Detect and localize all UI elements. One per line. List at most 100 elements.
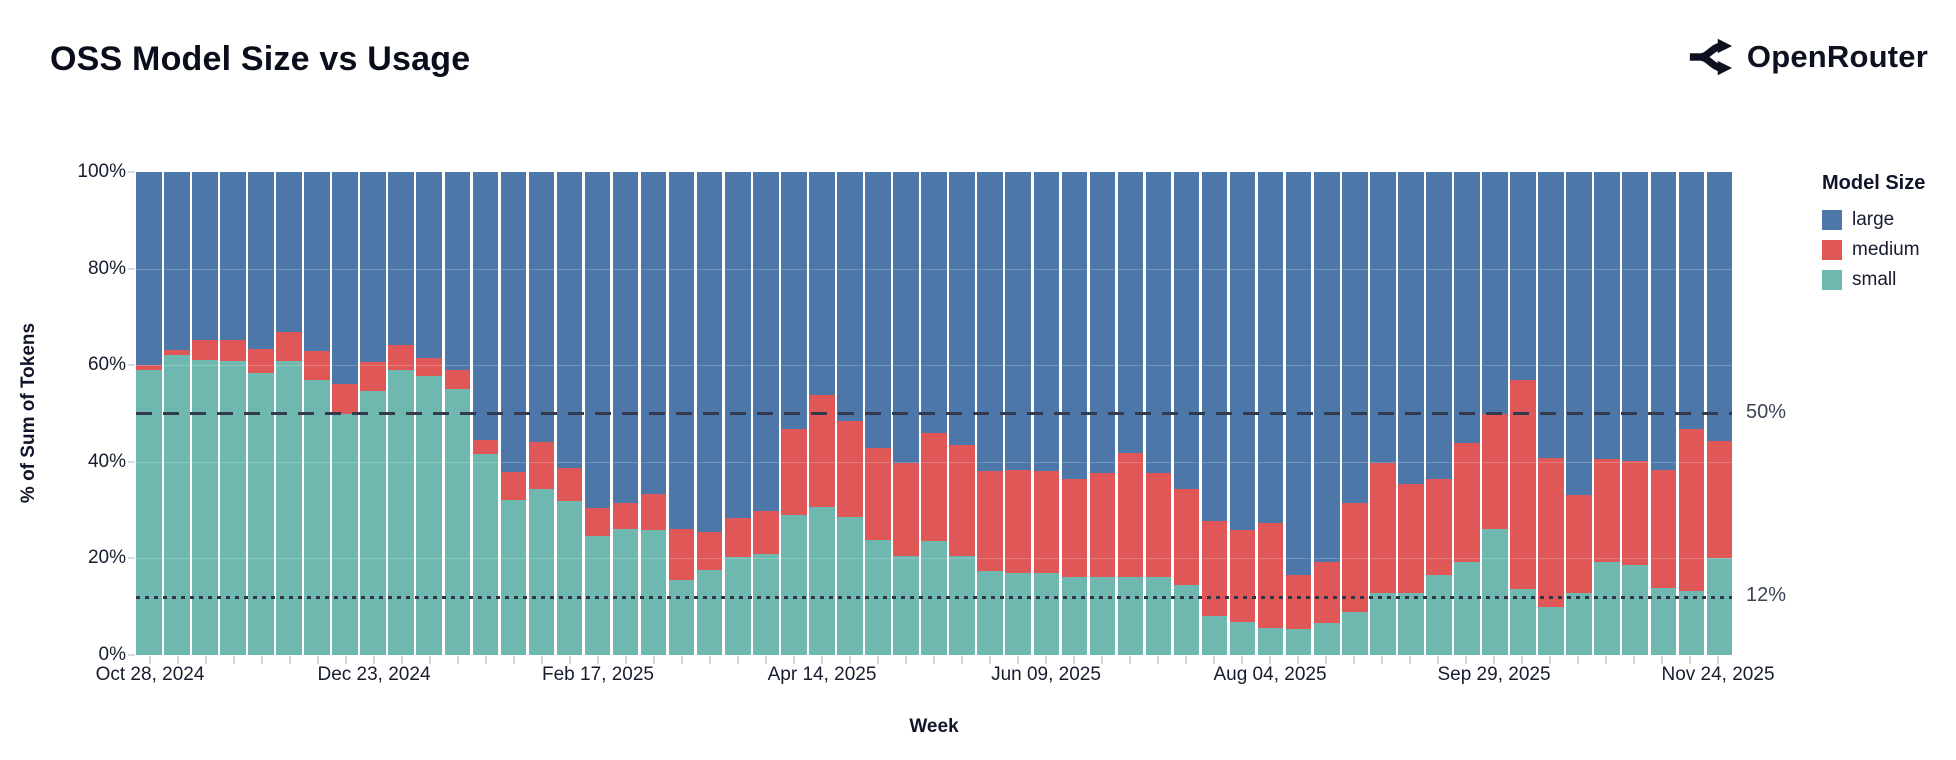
bar-segment-medium[interactable] [1285, 574, 1312, 630]
bar-segment-large[interactable] [1229, 172, 1256, 530]
bar-week[interactable] [1005, 172, 1031, 655]
bar-segment-small[interactable] [304, 379, 330, 655]
bar-segment-small[interactable] [248, 373, 274, 655]
bar-week[interactable] [1538, 172, 1564, 655]
bar-week[interactable] [416, 172, 443, 655]
bar-week[interactable] [388, 172, 414, 655]
bar-week[interactable] [724, 172, 751, 655]
bar-segment-large[interactable] [220, 172, 246, 341]
bar-week[interactable] [1398, 172, 1424, 655]
bar-segment-small[interactable] [893, 556, 919, 655]
bar-segment-small[interactable] [977, 570, 1003, 655]
bar-segment-small[interactable] [332, 414, 358, 655]
bar-segment-large[interactable] [1398, 172, 1424, 485]
bar-segment-small[interactable] [696, 569, 723, 655]
bar-segment-medium[interactable] [416, 357, 443, 377]
bar-week[interactable] [136, 172, 162, 655]
bar-segment-large[interactable] [1622, 172, 1649, 462]
legend-item-large[interactable]: large [1822, 209, 1952, 231]
bar-segment-large[interactable] [949, 172, 975, 445]
bar-segment-large[interactable] [1201, 172, 1228, 522]
bar-week[interactable] [1454, 172, 1480, 655]
bar-segment-small[interactable] [1678, 590, 1705, 655]
bar-segment-large[interactable] [416, 172, 443, 358]
bar-week[interactable] [500, 172, 527, 655]
bar-segment-small[interactable] [360, 390, 386, 655]
bar-segment-large[interactable] [528, 172, 555, 442]
bar-segment-large[interactable] [584, 172, 611, 508]
bar-segment-medium[interactable] [1650, 469, 1677, 589]
bar-week[interactable] [164, 172, 190, 655]
bar-segment-medium[interactable] [753, 510, 779, 554]
bar-segment-small[interactable] [584, 536, 611, 655]
bar-segment-medium[interactable] [192, 340, 218, 361]
bar-segment-large[interactable] [1454, 172, 1480, 444]
bar-segment-large[interactable] [809, 172, 835, 395]
bar-week[interactable] [1566, 172, 1592, 655]
bar-segment-medium[interactable] [1566, 495, 1592, 594]
bar-segment-large[interactable] [724, 172, 751, 519]
bar-segment-medium[interactable] [1706, 441, 1733, 559]
bar-segment-small[interactable] [724, 556, 751, 655]
openrouter-logo[interactable]: OpenRouter [1688, 34, 1928, 80]
bar-segment-medium[interactable] [1342, 502, 1368, 612]
bar-week[interactable] [1594, 172, 1620, 655]
bar-segment-large[interactable] [248, 172, 274, 350]
bar-segment-large[interactable] [444, 172, 471, 370]
bar-segment-large[interactable] [192, 172, 218, 341]
bar-segment-large[interactable] [556, 172, 583, 468]
bar-segment-large[interactable] [921, 172, 947, 433]
bar-week[interactable] [1145, 172, 1172, 655]
bar-segment-small[interactable] [556, 500, 583, 655]
bar-segment-medium[interactable] [1033, 470, 1060, 573]
bar-segment-small[interactable] [1173, 584, 1200, 655]
bar-week[interactable] [1201, 172, 1228, 655]
bar-segment-large[interactable] [893, 172, 919, 463]
bar-week[interactable] [949, 172, 975, 655]
bar-segment-small[interactable] [136, 370, 162, 655]
bar-week[interactable] [304, 172, 330, 655]
bar-segment-medium[interactable] [1482, 413, 1508, 530]
bar-segment-large[interactable] [1342, 172, 1368, 503]
bar-segment-medium[interactable] [276, 332, 302, 362]
bar-segment-medium[interactable] [1005, 469, 1031, 573]
bar-segment-medium[interactable] [220, 340, 246, 361]
bar-segment-large[interactable] [136, 172, 162, 366]
bar-segment-medium[interactable] [640, 493, 667, 531]
bar-week[interactable] [444, 172, 471, 655]
bar-week[interactable] [220, 172, 246, 655]
bar-week[interactable] [276, 172, 302, 655]
bar-week[interactable] [192, 172, 218, 655]
bar-segment-medium[interactable] [696, 531, 723, 570]
bar-segment-small[interactable] [1257, 628, 1284, 655]
bar-week[interactable] [781, 172, 807, 655]
bar-segment-small[interactable] [781, 515, 807, 655]
bar-segment-medium[interactable] [781, 428, 807, 516]
bar-segment-small[interactable] [1005, 572, 1031, 655]
bar-segment-large[interactable] [668, 172, 695, 530]
bar-segment-medium[interactable] [332, 383, 358, 415]
bar-segment-medium[interactable] [949, 444, 975, 557]
bar-segment-medium[interactable] [668, 529, 695, 580]
bar-segment-medium[interactable] [304, 350, 330, 380]
bar-segment-large[interactable] [1145, 172, 1172, 473]
bar-segment-small[interactable] [1285, 629, 1312, 655]
bar-segment-large[interactable] [304, 172, 330, 351]
bar-segment-small[interactable] [921, 541, 947, 655]
bar-week[interactable] [1650, 172, 1677, 655]
bar-segment-small[interactable] [388, 370, 414, 655]
bar-segment-large[interactable] [1313, 172, 1340, 562]
bar-segment-small[interactable] [1482, 529, 1508, 655]
bar-segment-large[interactable] [1538, 172, 1564, 458]
bar-segment-large[interactable] [472, 172, 499, 441]
bar-week[interactable] [640, 172, 667, 655]
bar-segment-small[interactable] [612, 529, 639, 655]
bar-segment-large[interactable] [1706, 172, 1733, 442]
bar-segment-small[interactable] [1650, 588, 1677, 655]
bar-week[interactable] [472, 172, 499, 655]
bar-segment-medium[interactable] [1089, 473, 1116, 578]
bar-segment-medium[interactable] [388, 344, 414, 371]
bar-segment-medium[interactable] [837, 421, 863, 518]
bar-segment-large[interactable] [1285, 172, 1312, 575]
bar-segment-medium[interactable] [1229, 529, 1256, 622]
